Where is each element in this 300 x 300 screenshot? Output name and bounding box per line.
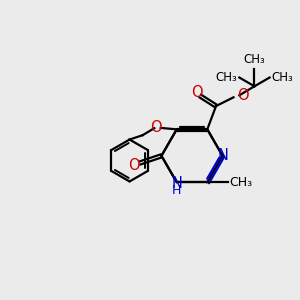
- Text: N: N: [217, 148, 228, 163]
- Text: N: N: [171, 176, 182, 191]
- Text: O: O: [150, 119, 162, 134]
- Text: CH₃: CH₃: [215, 71, 237, 84]
- Text: O: O: [191, 85, 203, 100]
- Text: CH₃: CH₃: [244, 53, 265, 67]
- Text: CH₃: CH₃: [229, 176, 252, 189]
- Text: O: O: [238, 88, 249, 103]
- Text: H: H: [172, 184, 182, 197]
- Text: CH₃: CH₃: [272, 71, 293, 84]
- Text: O: O: [129, 158, 140, 172]
